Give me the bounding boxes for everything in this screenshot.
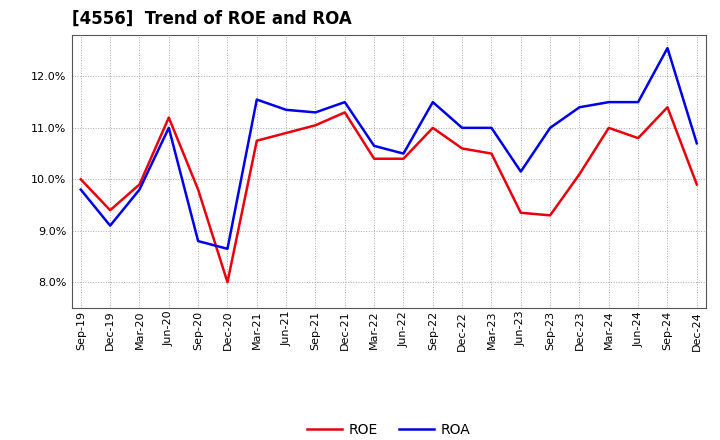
ROE: [399, 156, 408, 161]
ROE: [223, 280, 232, 285]
ROA: [546, 125, 554, 131]
ROA: [164, 125, 173, 131]
ROE: [487, 151, 496, 156]
ROA: [634, 99, 642, 105]
ROA: [428, 99, 437, 105]
ROA: [575, 105, 584, 110]
ROA: [223, 246, 232, 251]
ROA: [370, 143, 379, 149]
ROA: [311, 110, 320, 115]
ROE: [135, 182, 144, 187]
ROE: [575, 172, 584, 177]
ROA: [106, 223, 114, 228]
ROA: [487, 125, 496, 131]
ROE: [663, 105, 672, 110]
Line: ROA: ROA: [81, 48, 697, 249]
Text: [4556]  Trend of ROE and ROA: [4556] Trend of ROE and ROA: [72, 10, 352, 28]
ROA: [399, 151, 408, 156]
ROE: [516, 210, 525, 216]
ROE: [634, 136, 642, 141]
ROE: [370, 156, 379, 161]
ROE: [253, 138, 261, 143]
ROE: [76, 177, 85, 182]
ROA: [605, 99, 613, 105]
ROE: [428, 125, 437, 131]
ROE: [164, 115, 173, 120]
ROA: [76, 187, 85, 192]
ROA: [282, 107, 290, 113]
ROE: [458, 146, 467, 151]
ROE: [605, 125, 613, 131]
ROA: [253, 97, 261, 102]
ROA: [516, 169, 525, 174]
ROE: [282, 130, 290, 136]
ROE: [341, 110, 349, 115]
ROE: [106, 208, 114, 213]
ROA: [663, 45, 672, 51]
ROA: [693, 141, 701, 146]
ROA: [458, 125, 467, 131]
ROE: [546, 213, 554, 218]
ROE: [311, 123, 320, 128]
Line: ROE: ROE: [81, 107, 697, 282]
ROA: [135, 187, 144, 192]
ROE: [194, 187, 202, 192]
ROA: [194, 238, 202, 244]
ROE: [693, 182, 701, 187]
Legend: ROE, ROA: ROE, ROA: [302, 418, 476, 440]
ROA: [341, 99, 349, 105]
